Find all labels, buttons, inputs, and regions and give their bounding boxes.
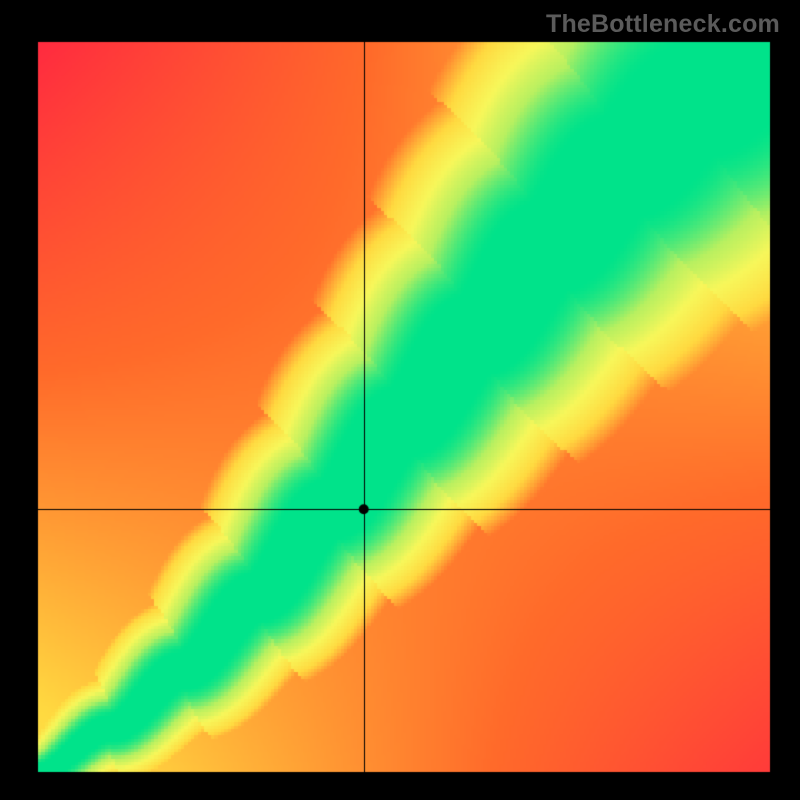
bottleneck-heatmap — [0, 0, 800, 800]
watermark-text: TheBottleneck.com — [546, 10, 780, 39]
chart-container: { "watermark": { "text": "TheBottleneck.… — [0, 0, 800, 800]
